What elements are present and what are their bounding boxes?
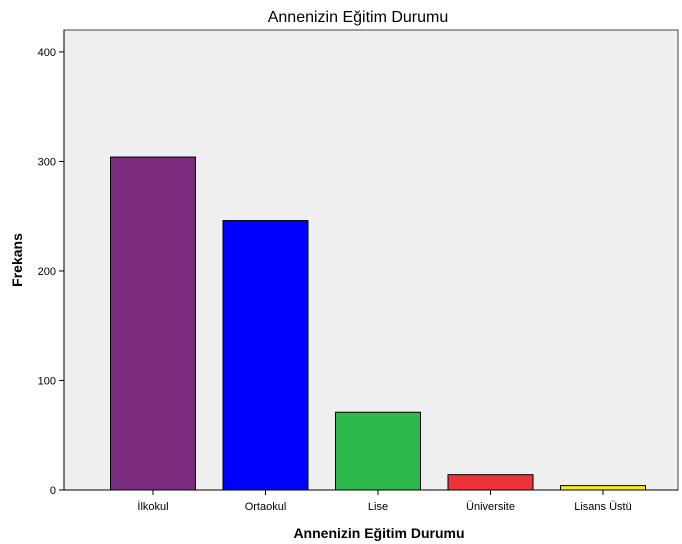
y-tick-label: 300 <box>38 156 56 168</box>
bar <box>335 411 421 491</box>
y-tick-label: 400 <box>38 47 56 59</box>
bar <box>110 156 196 491</box>
x-tick-label: Lise <box>368 501 388 513</box>
y-axis-label: Frekans <box>9 233 25 287</box>
bar <box>222 220 309 491</box>
chart-title: Annenizin Eğitim Durumu <box>268 9 449 26</box>
x-tick-label: Ortaokul <box>245 501 287 513</box>
bar <box>447 474 534 491</box>
y-tick-label: 100 <box>38 375 56 387</box>
x-axis-label: Annenizin Eğitim Durumu <box>293 525 464 541</box>
bars-group <box>110 156 646 491</box>
y-axis: 0 100 200 300 400 <box>38 30 65 497</box>
y-tick-label: 200 <box>38 266 56 278</box>
x-tick-label: Üniversite <box>466 501 515 513</box>
y-tick-label: 0 <box>50 485 56 497</box>
x-tick-label: Lisans Üstü <box>574 501 631 513</box>
bar <box>560 485 646 491</box>
x-axis: İlkokul Ortaokul Lise Üniversite Lisans Üstü <box>64 489 678 513</box>
x-tick-label: İlkokul <box>137 500 168 513</box>
